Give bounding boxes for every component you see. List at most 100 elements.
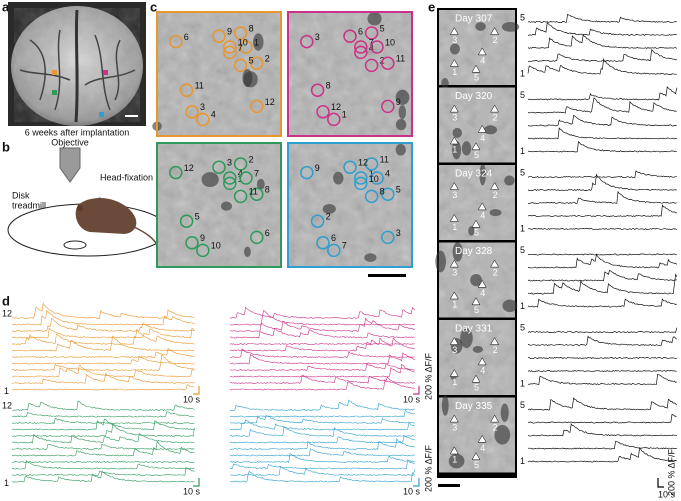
roi-label: 1 xyxy=(342,110,347,120)
roi-label: 7 xyxy=(369,37,374,47)
trace xyxy=(527,34,678,49)
scale-label: 200 % ΔF/F xyxy=(423,352,433,400)
cell-label: 1 xyxy=(452,144,457,154)
scale-label: 10 s xyxy=(658,489,676,499)
cell-marker xyxy=(471,219,481,228)
cell-label: 1 xyxy=(452,299,457,309)
scale-bar xyxy=(368,274,406,277)
trace xyxy=(527,86,678,101)
cell-label: 2 xyxy=(493,112,498,122)
trace-label: 5 xyxy=(520,400,525,410)
trace xyxy=(229,352,415,365)
vessel xyxy=(364,253,377,262)
cell-marker xyxy=(477,202,487,211)
vessel xyxy=(500,403,509,422)
trace-label: 1 xyxy=(4,478,9,488)
trace xyxy=(11,353,195,371)
trace xyxy=(229,399,415,411)
roi xyxy=(233,26,248,40)
cell-label: 1 xyxy=(452,222,457,232)
trace xyxy=(229,452,415,463)
trace xyxy=(527,141,677,153)
trace xyxy=(229,362,415,371)
vessel xyxy=(398,105,407,120)
label: Head-fixation bar xyxy=(100,172,169,182)
cell-label: 3 xyxy=(452,345,457,355)
cell-marker xyxy=(471,452,481,461)
roi-label: 5 xyxy=(396,185,401,195)
scale-bar xyxy=(193,386,200,395)
trace xyxy=(527,269,677,282)
trace xyxy=(527,173,677,191)
cell-marker xyxy=(490,27,500,35)
roi-label: 3 xyxy=(200,102,205,112)
trace xyxy=(11,317,195,332)
panel-label: e xyxy=(428,0,435,14)
trace-label: 1 xyxy=(520,378,525,388)
trace xyxy=(527,273,678,295)
trace xyxy=(229,306,416,319)
trace xyxy=(527,170,677,178)
trace xyxy=(527,58,677,75)
roi-label: 9 xyxy=(315,163,320,173)
roi-label: 11 xyxy=(396,54,405,64)
roi xyxy=(223,176,237,191)
cell-label: 2 xyxy=(493,267,498,277)
roi xyxy=(354,171,368,185)
trace xyxy=(12,400,195,411)
cell-label: 5 xyxy=(474,383,479,393)
scale-label: 200 % ΔF/F xyxy=(666,448,676,496)
scale-bar xyxy=(413,386,420,395)
trace xyxy=(527,413,677,424)
trace-label: 1 xyxy=(520,68,525,78)
cell-marker xyxy=(449,337,459,345)
trace xyxy=(11,460,195,464)
vessel xyxy=(479,163,486,186)
panel-label: a xyxy=(2,0,10,14)
trace xyxy=(11,327,195,339)
cell-label: 5 xyxy=(474,460,479,470)
roi xyxy=(381,99,395,114)
roi-label: 8 xyxy=(265,185,270,195)
trace xyxy=(230,374,415,384)
vessel xyxy=(395,144,406,156)
trace xyxy=(11,470,195,483)
micro-texture xyxy=(288,143,412,267)
roi-label: 3 xyxy=(227,158,232,168)
cell-marker xyxy=(477,124,487,133)
trace xyxy=(230,317,415,332)
roi-label: 8 xyxy=(249,23,254,33)
roi xyxy=(233,157,248,171)
roi-label: 7 xyxy=(342,241,347,251)
cell-label: 2 xyxy=(493,35,498,45)
trace xyxy=(11,347,195,358)
roi xyxy=(179,214,194,228)
roi xyxy=(300,165,314,180)
roi xyxy=(223,40,237,54)
roi xyxy=(233,58,248,73)
trace xyxy=(229,419,415,431)
cell-label: 3 xyxy=(452,267,457,277)
roi-label: 9 xyxy=(227,27,232,37)
roi xyxy=(364,58,379,73)
roi-label: 12 xyxy=(358,158,368,168)
trace xyxy=(527,127,677,140)
cell-label: 4 xyxy=(480,443,485,453)
roi xyxy=(196,243,210,258)
day-label: Day 307 xyxy=(455,14,493,25)
trace xyxy=(527,114,677,127)
trace-label: 1 xyxy=(520,223,525,233)
scale-label: 10 s xyxy=(403,394,421,404)
cell-label: 5 xyxy=(474,305,479,315)
trace xyxy=(527,190,677,205)
micro-texture xyxy=(157,143,281,267)
trace xyxy=(11,460,195,470)
trace xyxy=(527,356,677,360)
vessel xyxy=(483,125,497,135)
vessel xyxy=(449,43,460,55)
trace xyxy=(229,469,416,483)
trace-label: 5 xyxy=(520,245,525,255)
cell-label: 5 xyxy=(474,228,479,238)
vessel xyxy=(452,242,463,262)
